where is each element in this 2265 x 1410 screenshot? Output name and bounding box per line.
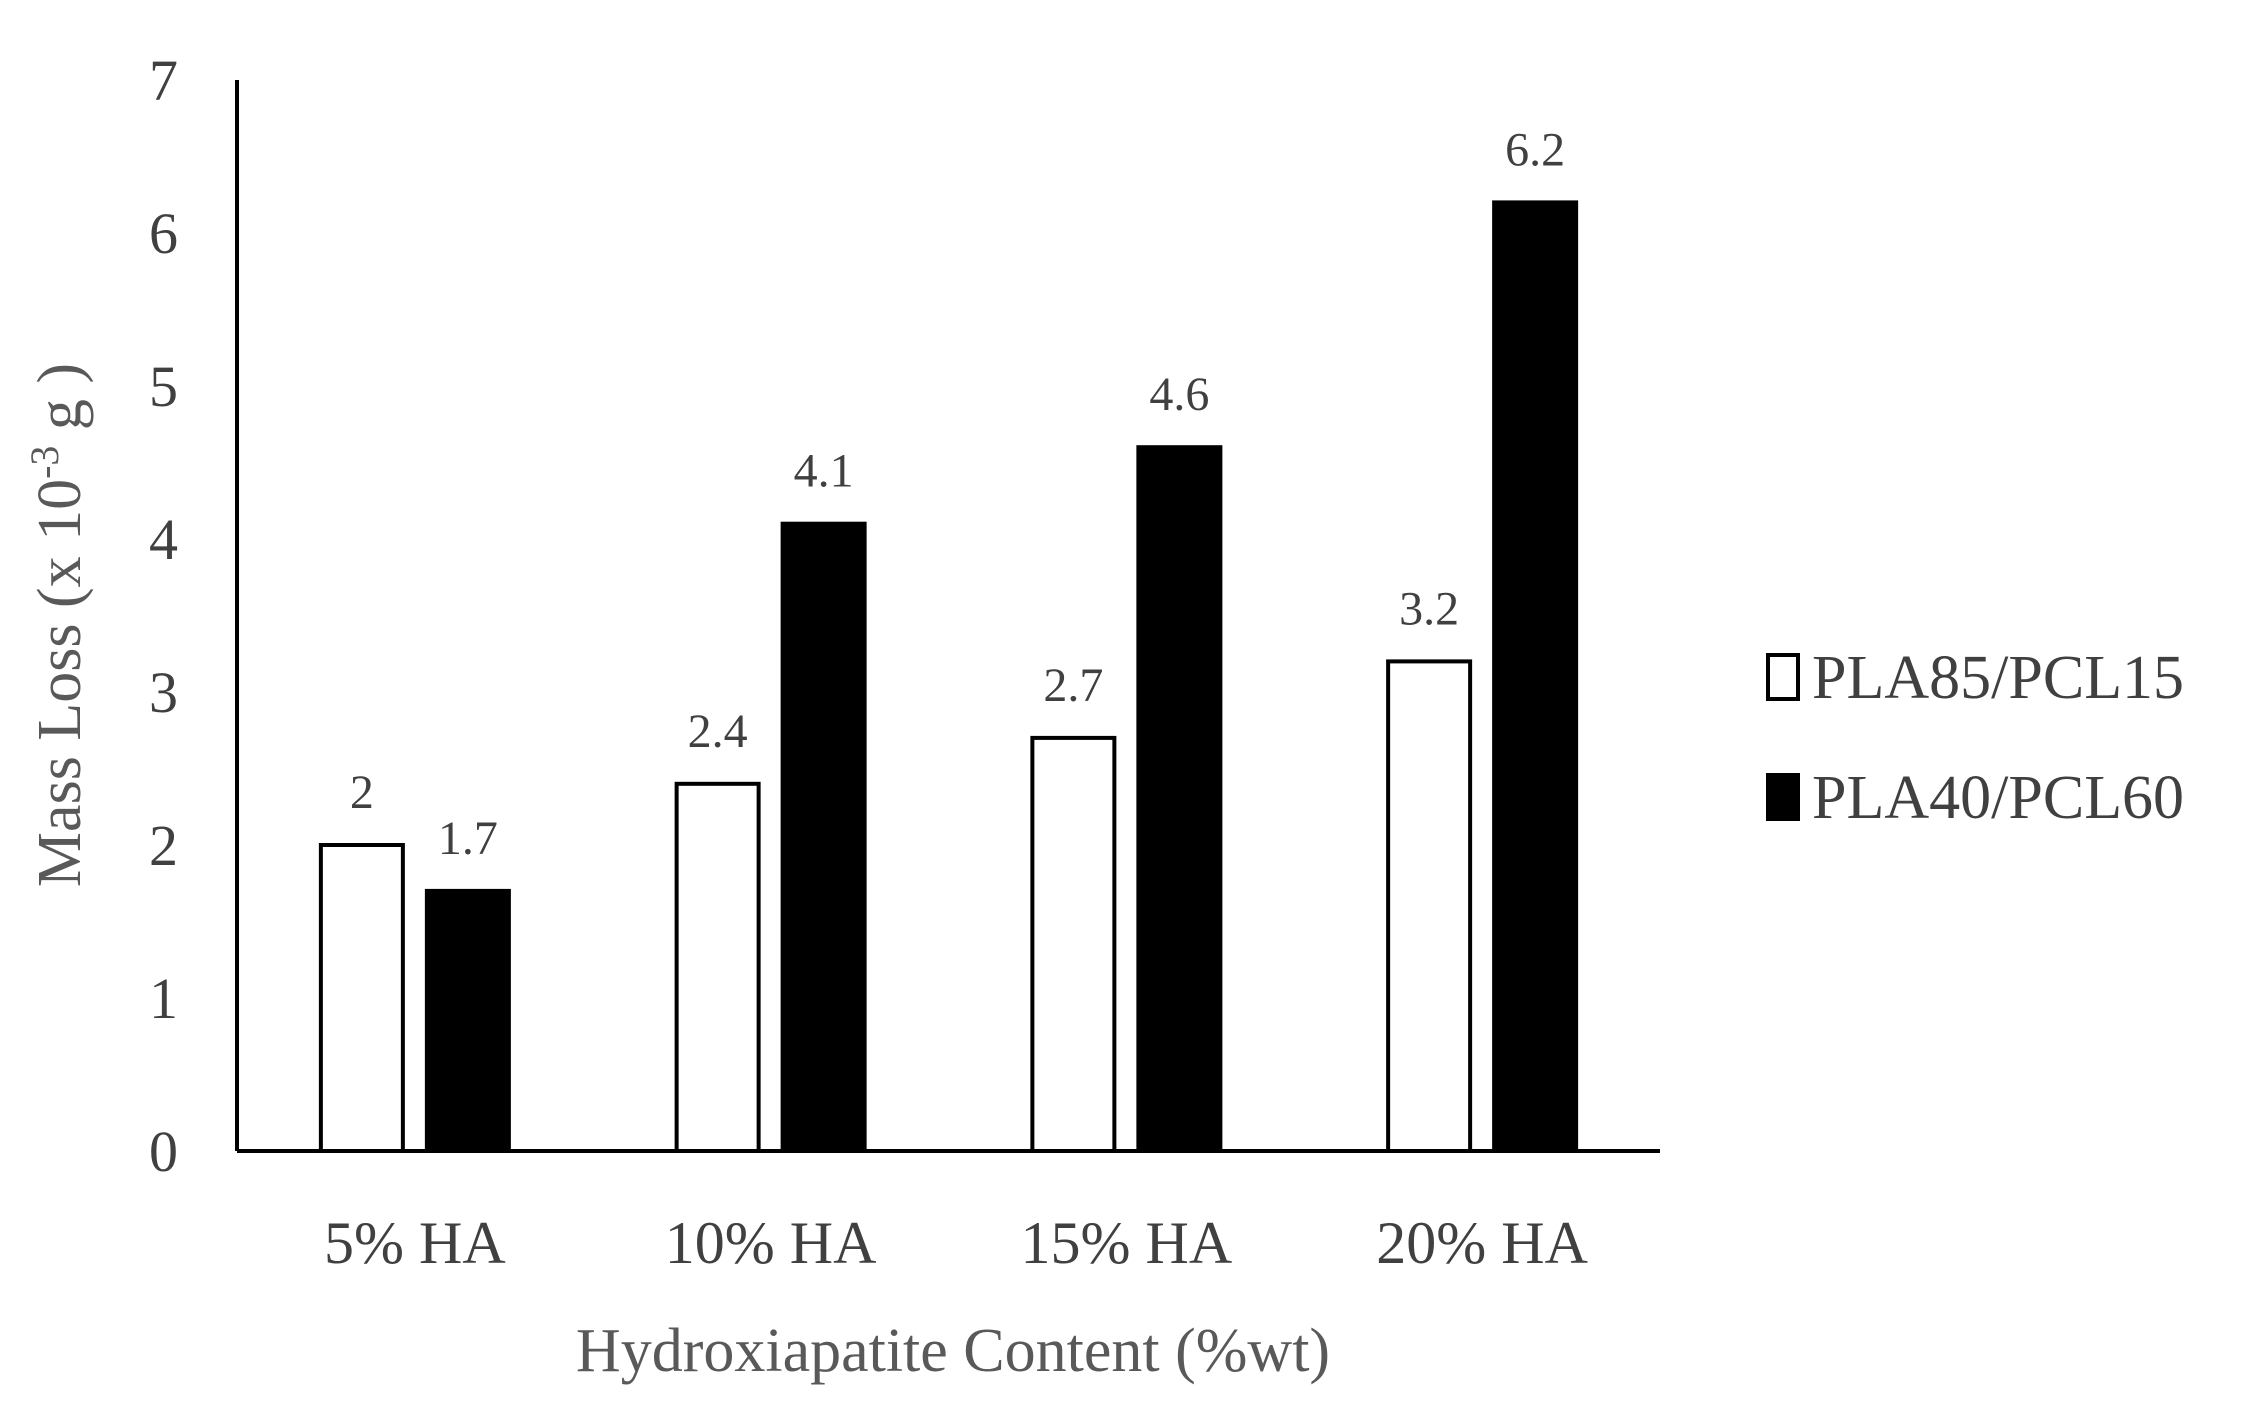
data-label: 6.2 [1505,123,1565,176]
data-label: 2 [350,766,374,819]
y-tick-label: 3 [149,660,178,725]
data-label: 2.4 [688,705,748,758]
legend-swatch [1766,653,1800,701]
bar [1492,200,1579,1153]
bars [318,200,1579,1154]
y-tick-label: 0 [149,1119,178,1184]
bar [1030,735,1117,1154]
legend-swatch [1766,773,1800,821]
y-tick-label: 7 [149,48,178,113]
bar [674,781,761,1153]
bar [424,888,511,1154]
bar [318,843,405,1153]
x-tick-label: 5% HA [324,1210,506,1276]
legend-label: PLA40/PCL60 [1812,764,2184,832]
y-axis-ticks: 0 1 2 3 4 5 6 7 [149,48,178,1184]
y-tick-label: 2 [149,813,178,878]
legend: PLA85/PCL15 PLA40/PCL60 [1766,644,2184,832]
y-axis-title-prefix: Mass Loss (x 10 [26,479,94,887]
data-label: 2.7 [1043,659,1103,712]
x-tick-label: 15% HA [1021,1210,1233,1276]
bar [1136,445,1223,1153]
data-label: 4.6 [1149,368,1209,421]
data-label: 3.2 [1399,582,1459,635]
x-tick-label: 20% HA [1376,1210,1588,1276]
y-axis-title: Mass Loss (x 10-3 g ) [22,363,94,887]
y-axis-title-superscript: -3 [22,446,67,479]
y-tick-label: 6 [149,201,178,266]
x-tick-label: 10% HA [665,1210,877,1276]
y-tick-label: 1 [149,966,178,1031]
bar [1386,659,1473,1154]
legend-label: PLA85/PCL15 [1812,644,2184,712]
y-axis-title-suffix: g ) [26,363,94,446]
y-tick-label: 4 [149,507,178,572]
y-tick-label: 5 [149,354,178,419]
data-label: 4.1 [794,445,854,498]
x-axis-title: Hydroxiapatite Content (%wt) [576,1317,1330,1385]
data-label: 1.7 [438,812,498,865]
data-labels: 2 1.7 2.4 4.1 2.7 4.6 3.2 6.2 [350,123,1565,865]
x-axis-categories: 5% HA 10% HA 15% HA 20% HA [324,1210,1588,1276]
bar [780,521,867,1153]
